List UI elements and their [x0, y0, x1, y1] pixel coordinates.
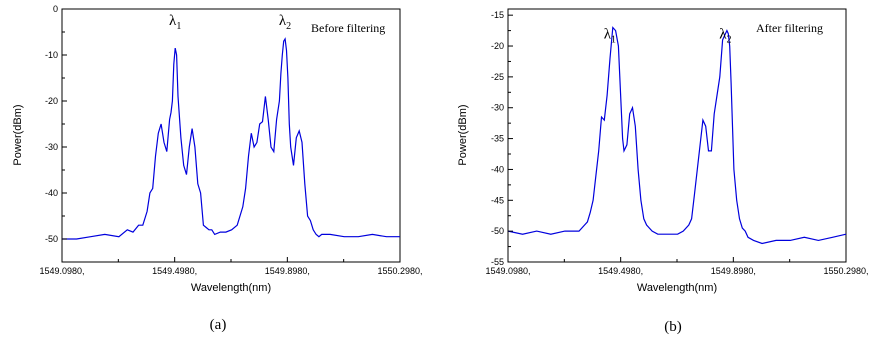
- y-axis-title-a: Power(dBm): [12, 104, 24, 165]
- annotation-a: Before filtering: [311, 21, 385, 35]
- plot-frame-b: [507, 8, 847, 263]
- y-tick-label-b-0: -15: [491, 10, 504, 20]
- y-axis-ticks-a: 0 -10 -20 -30 -40 -50: [45, 4, 67, 263]
- peak-subscript-b-0: 1: [611, 35, 616, 46]
- x-tick-label-a-2: 1549.8980,: [265, 266, 310, 276]
- y-tick-label-a-0: 0: [53, 4, 58, 14]
- x-axis-ticks-a: 1549.0980, 1549.4980, 1549.8980, 1550.2980,: [39, 257, 423, 276]
- annotation-b: After filtering: [756, 21, 823, 35]
- caption-a: (a): [210, 317, 227, 333]
- x-tick-label-a-0: 1549.0980,: [39, 266, 84, 276]
- caption-b: (b): [664, 319, 682, 335]
- y-tick-label-a-4: -40: [45, 188, 58, 198]
- x-axis-ticks-b: 1549.0980, 1549.4980, 1549.8980, 1550.2980,: [485, 257, 869, 276]
- panel-b: -15-20-25-30-35-40-45-50-55 1549.0980, 15…: [457, 8, 869, 335]
- peak-subscript-a-0: 1: [176, 21, 181, 32]
- y-tick-label-a-1: -10: [45, 50, 58, 60]
- y-tick-label-b-4: -35: [491, 134, 504, 144]
- spectrum-line-b: [507, 26, 847, 245]
- y-tick-label-a-5: -50: [45, 234, 58, 244]
- x-tick-label-b-1: 1549.4980,: [598, 266, 643, 276]
- x-tick-label-a-3: 1550.2980,: [377, 266, 422, 276]
- peak-label-a-0: λ1: [169, 13, 181, 32]
- peak-labels-a: λ1 λ2: [169, 13, 291, 32]
- y-axis-ticks-b: -15 -20 -25 -30 -35 -40 -45 -50 -55: [491, 10, 513, 267]
- x-tick-label-b-3: 1550.2980,: [823, 266, 868, 276]
- x-tick-label-b-2: 1549.8980,: [711, 266, 756, 276]
- peak-labels-b: λ1 λ2: [604, 27, 732, 46]
- x-axis-title-a: Wavelength(nm): [191, 282, 271, 294]
- y-tick-label-a-2: -20: [45, 96, 58, 106]
- x-axis-title-b: Wavelength(nm): [637, 282, 717, 294]
- y-tick-label-b-1: -20: [491, 41, 504, 51]
- y-tick-label-b-6: -45: [491, 195, 504, 205]
- peak-subscript-a-1: 2: [286, 21, 291, 32]
- peak-label-b-1: λ2: [719, 27, 731, 46]
- y-tick-label-a-3: -30: [45, 142, 58, 152]
- plot-frame-a: [61, 8, 401, 263]
- spectrum-line-a: [62, 37, 400, 240]
- y-tick-label-b-5: -40: [491, 164, 504, 174]
- x-tick-label-b-0: 1549.0980,: [485, 266, 530, 276]
- y-tick-label-b-2: -25: [491, 72, 504, 82]
- y-tick-label-b-7: -50: [491, 226, 504, 236]
- x-tick-label-a-1: 1549.4980,: [152, 266, 197, 276]
- y-tick-label-b-8: -55: [491, 257, 504, 267]
- peak-subscript-b-1: 2: [727, 35, 732, 46]
- y-tick-label-b-3: -30: [491, 103, 504, 113]
- y-axis-title-b: Power(dBm): [457, 104, 469, 165]
- panel-a: 0-10-20-30-40-50 1549.0980, 1549.4980, 154…: [12, 4, 423, 333]
- peak-label-a-1: λ2: [279, 13, 291, 32]
